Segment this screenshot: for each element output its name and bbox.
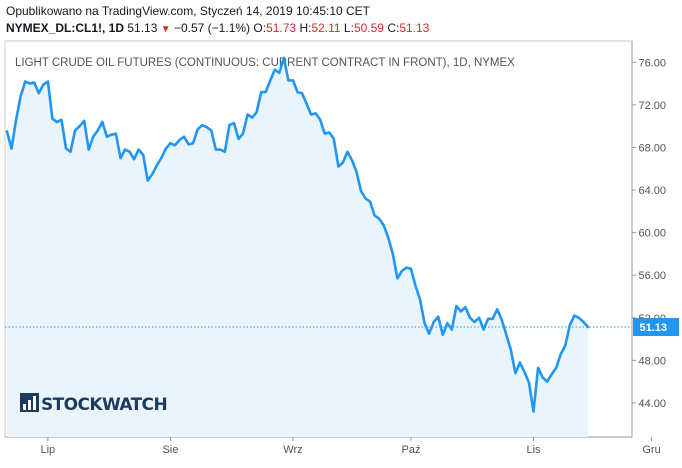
last-price-badge-layer: 51.13 [633, 318, 679, 337]
last-price-badge-label: 51.13 [639, 322, 667, 334]
stockwatch-logo-text: STOCKWATCH [41, 395, 167, 415]
price-change: −0.57 (−1.1%) [173, 21, 251, 35]
open-value: 51.73 [266, 21, 297, 35]
y-tick-label: 68.00 [638, 142, 666, 154]
y-tick-label: 60.00 [638, 228, 666, 240]
y-tick-label: 48.00 [638, 355, 666, 367]
price-area-layer [7, 58, 588, 437]
down-triangle-icon: ▼ [160, 24, 171, 35]
x-tick-label: Lis [527, 444, 542, 456]
stockwatch-logo: STOCKWATCH [20, 393, 168, 415]
y-tick-label: 72.00 [638, 100, 666, 112]
y-tick-label: 44.00 [638, 398, 666, 410]
low-label: L: [343, 21, 354, 35]
close-value: 51.13 [399, 21, 430, 35]
high-value: 52.11 [311, 21, 341, 35]
x-tick-label: Lip [41, 444, 56, 456]
y-tick-label: 64.00 [638, 185, 666, 197]
symbol-quote-line: NYMEX_DL:CL1!, 1D 51.13 ▼ −0.57 (−1.1%) … [6, 21, 429, 35]
y-tick-label: 56.00 [638, 270, 666, 282]
price-area-fill [7, 58, 588, 437]
y-tick-layer: 76.0072.0068.0064.0060.0056.0052.0048.00… [632, 57, 666, 410]
published-caption: Opublikowano na TradingView.com, Styczeń… [6, 4, 371, 18]
price-line-layer [5, 56, 590, 413]
x-tick-label: Gru [642, 444, 660, 456]
open-label: O: [253, 21, 267, 35]
y-tick-label: 76.00 [638, 57, 666, 69]
last-price: 51.13 [127, 21, 158, 35]
high-label: H: [299, 21, 312, 35]
price-series-line [5, 56, 590, 413]
x-tick-label: Wrz [283, 444, 302, 456]
symbol-name[interactable]: NYMEX_DL:CL1!, 1D [6, 21, 125, 35]
x-tick-layer: LipSieWrzPaźLisGru2019 [41, 437, 661, 456]
x-tick-label: Sie [162, 444, 178, 456]
x-tick-label: Paź [401, 444, 420, 456]
low-value: 50.59 [353, 21, 384, 35]
stockwatch-bars-icon [20, 393, 39, 412]
chart-title: LIGHT CRUDE OIL FUTURES (CONTINUOUS: CUR… [15, 57, 515, 69]
close-label: C: [387, 21, 400, 35]
last-price-badge [633, 318, 679, 337]
